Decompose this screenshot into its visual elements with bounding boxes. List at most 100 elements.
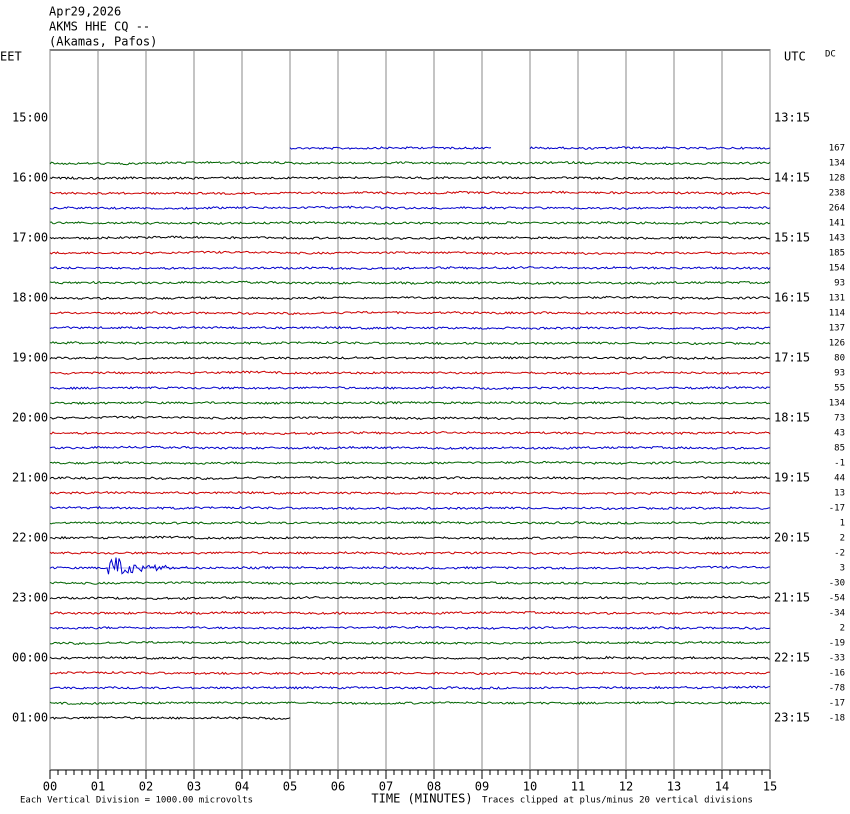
trace: [49, 355, 771, 361]
x-tick-label: 09: [475, 780, 489, 794]
dc-value: -17: [829, 504, 845, 514]
dc-value: 13: [834, 489, 845, 499]
trace: [49, 655, 771, 661]
trace: [49, 295, 771, 300]
trace: [49, 460, 771, 465]
trace: [289, 146, 492, 150]
left-time-label: 17:00: [12, 231, 48, 245]
x-tick-label: 12: [619, 780, 633, 794]
trace: [49, 670, 771, 676]
x-tick-label: 06: [331, 780, 345, 794]
trace: [49, 265, 771, 271]
trace: [49, 160, 771, 166]
dc-value: -17: [829, 699, 845, 709]
trace: [49, 386, 771, 390]
dc-value: 93: [834, 369, 845, 379]
dc-value: -19: [829, 639, 845, 649]
dc-value: 134: [829, 159, 845, 169]
trace: [49, 475, 771, 481]
dc-value: 2: [840, 624, 845, 634]
x-tick-label: 07: [379, 780, 393, 794]
left-time-label: 16:00: [12, 171, 48, 185]
trace: [49, 415, 771, 421]
right-time-label: 14:15: [774, 171, 810, 185]
x-tick-label: 03: [187, 780, 201, 794]
dc-value: 73: [834, 414, 845, 424]
dc-value: 143: [829, 234, 845, 244]
dc-value: -30: [829, 579, 845, 589]
right-time-label: 23:15: [774, 711, 810, 725]
x-tick-label: 08: [427, 780, 441, 794]
x-tick-label: 05: [283, 780, 297, 794]
dc-value: 114: [829, 309, 845, 319]
clip-note: Traces clipped at plus/minus 20 vertical…: [482, 796, 753, 806]
trace: [49, 551, 771, 555]
trace: [49, 310, 771, 316]
dc-value: 154: [829, 264, 845, 274]
x-tick-label: 00: [43, 780, 57, 794]
trace: [49, 430, 771, 436]
dc-value: -1: [834, 459, 845, 469]
trace: [49, 445, 771, 450]
left-time-label: 19:00: [12, 351, 48, 365]
right-time-label: 17:15: [774, 351, 810, 365]
dc-value: 55: [834, 384, 845, 394]
trace: [50, 400, 771, 405]
trace: [49, 370, 771, 376]
trace: [49, 280, 771, 285]
dc-value: 137: [829, 324, 845, 334]
trace: [49, 610, 771, 615]
dc-value: 264: [829, 204, 845, 214]
trace: [49, 176, 771, 181]
dc-value: 93: [834, 279, 845, 289]
trace: [49, 235, 771, 240]
dc-value: 238: [829, 189, 845, 199]
dc-value: 43: [834, 429, 845, 439]
title-line: (Akamas, Pafos): [49, 35, 157, 49]
trace: [49, 685, 771, 690]
trace: [49, 220, 771, 226]
dc-label: DC: [825, 50, 836, 60]
x-axis-label: TIME (MINUTES): [371, 792, 472, 806]
trace: [49, 557, 770, 575]
dc-value: -18: [829, 714, 845, 724]
right-time-label: 22:15: [774, 651, 810, 665]
trace: [49, 581, 771, 586]
trace: [529, 146, 771, 150]
dc-value: 3: [840, 564, 845, 574]
trace: [49, 716, 291, 720]
scale-note: Each Vertical Division = 1000.00 microvo…: [20, 796, 253, 806]
x-tick-label: 11: [571, 780, 585, 794]
left-time-label: 00:00: [12, 651, 48, 665]
left-time-label: 20:00: [12, 411, 48, 425]
left-axis-label: EET: [0, 50, 22, 64]
right-time-label: 20:15: [774, 531, 810, 545]
trace: [49, 205, 771, 210]
title-line: AKMS HHE CQ --: [49, 20, 150, 34]
trace: [49, 535, 771, 541]
x-tick-label: 15: [763, 780, 777, 794]
trace: [49, 250, 771, 256]
trace: [49, 490, 771, 496]
trace: [49, 340, 771, 346]
trace: [49, 701, 771, 706]
dc-value: -34: [829, 609, 845, 619]
dc-value: -78: [829, 684, 845, 694]
dc-value: 167: [829, 144, 845, 154]
trace: [49, 190, 771, 196]
left-time-label: 18:00: [12, 291, 48, 305]
right-time-label: 13:15: [774, 111, 810, 125]
trace: [49, 640, 771, 646]
dc-value: -33: [829, 654, 845, 664]
dc-value: 1: [840, 519, 845, 529]
right-time-label: 21:15: [774, 591, 810, 605]
left-time-label: 22:00: [12, 531, 48, 545]
dc-value: -16: [829, 669, 845, 679]
left-time-label: 15:00: [12, 111, 48, 125]
trace: [49, 520, 771, 525]
x-tick-label: 13: [667, 780, 681, 794]
right-axis-label: UTC: [784, 50, 806, 64]
dc-value: 141: [829, 219, 845, 229]
dc-value: 185: [829, 249, 845, 259]
